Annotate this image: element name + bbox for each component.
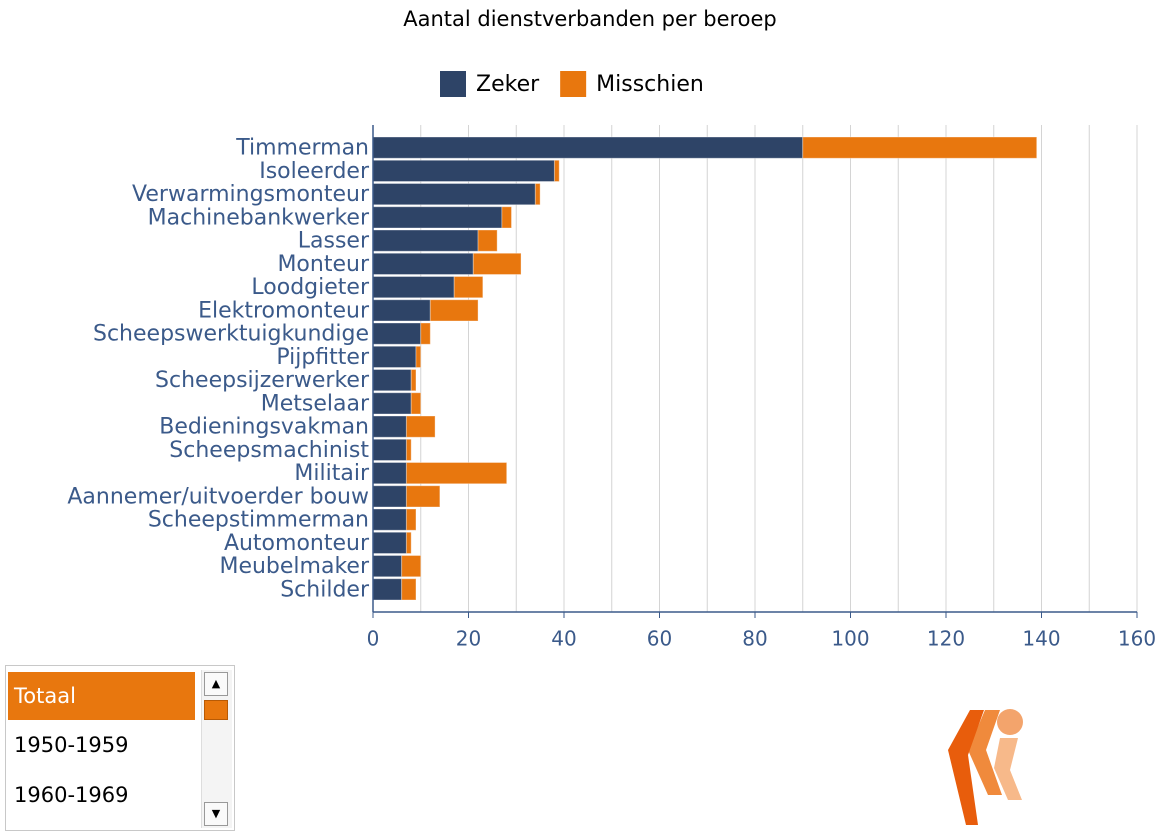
bar (372, 578, 403, 601)
bar (405, 462, 508, 485)
bar (372, 276, 455, 299)
bar (372, 183, 536, 206)
scroll-down[interactable]: ▼ (204, 802, 228, 826)
x-tick-label: 100 (831, 627, 869, 651)
y-tick-label: Scheepswerktuigkundige (93, 322, 369, 347)
y-tick-label: Aannemer/uitvoerder bouw (67, 484, 369, 509)
chart-title: Aantal dienstverbanden per beroep (403, 7, 777, 31)
bar (372, 485, 407, 508)
logo-shape (968, 710, 1002, 795)
y-tick-label: Lasser (298, 229, 370, 254)
y-tick-label: Bedieningsvakman (159, 415, 369, 440)
y-tick-label: Loodgieter (251, 275, 370, 300)
logo-shape (994, 738, 1022, 800)
bar (429, 299, 479, 322)
bar (453, 276, 484, 299)
bar (372, 462, 407, 485)
y-tick-label: Isoleerder (259, 159, 370, 184)
legend-swatch (560, 71, 587, 97)
y-tick-label: Timmerman (235, 136, 369, 161)
x-tick-label: 40 (551, 627, 576, 651)
bar (553, 159, 560, 182)
bar (372, 206, 503, 229)
bar (477, 229, 498, 252)
bar (410, 369, 417, 392)
y-tick-label: Militair (294, 461, 370, 486)
scroll-thumb[interactable] (204, 700, 228, 720)
bar (372, 252, 474, 275)
bar (372, 322, 422, 345)
bar (372, 438, 407, 461)
y-tick-label: Scheepsijzerwerker (155, 368, 370, 393)
y-tick-label: Verwarmingsmonteur (132, 182, 370, 207)
y-tick-label: Meubelmaker (219, 554, 369, 579)
x-tick-label: 160 (1118, 627, 1156, 651)
bar (415, 345, 422, 368)
bar (372, 508, 407, 531)
bar (405, 531, 412, 554)
bar (410, 392, 422, 415)
legend-label: Zeker (476, 72, 540, 97)
bar (372, 299, 431, 322)
x-tick-label: 140 (1022, 627, 1060, 651)
list-item[interactable]: 1950-1959 (14, 733, 129, 757)
bar (372, 392, 412, 415)
bar (372, 345, 417, 368)
list-item[interactable]: Totaal (8, 672, 195, 720)
scroll-up[interactable]: ▲ (204, 672, 228, 696)
bar (372, 159, 555, 182)
bar (372, 136, 804, 159)
bar (372, 415, 407, 438)
logo-head (997, 709, 1023, 735)
bar (401, 555, 422, 578)
y-tick-label: Monteur (277, 252, 369, 277)
bar (420, 322, 431, 345)
logo-shape (948, 710, 984, 825)
bar (372, 531, 407, 554)
y-tick-label: Metselaar (261, 391, 370, 416)
scrollbar[interactable]: ▲ ▼ (201, 670, 232, 828)
bar (372, 369, 412, 392)
bar (534, 183, 541, 206)
chart: Aantal dienstverbanden per beroep Zeker M… (67, 7, 1156, 651)
x-tick-label: 0 (367, 627, 380, 651)
x-tick-label: 80 (742, 627, 767, 651)
y-tick-label: Elektromonteur (198, 298, 370, 323)
bar (405, 415, 436, 438)
bar (472, 252, 522, 275)
listbox[interactable]: Totaal 1950-1959 1960-1969 ▲ ▼ (5, 665, 235, 831)
bar (802, 136, 1038, 159)
bar (372, 555, 403, 578)
y-tick-label: Scheepstimmerman (148, 508, 369, 533)
x-tick-label: 60 (647, 627, 672, 651)
x-tick-label: 20 (456, 627, 481, 651)
y-tick-label: Schilder (280, 577, 370, 602)
bar (405, 485, 441, 508)
logo (948, 709, 1023, 825)
bar (372, 229, 479, 252)
bar (501, 206, 512, 229)
y-tick-label: Scheepsmachinist (169, 438, 369, 463)
y-tick-label: Automonteur (224, 531, 370, 556)
bar (405, 438, 412, 461)
legend-swatch (440, 71, 466, 97)
x-tick-label: 120 (927, 627, 965, 651)
y-tick-label: Machinebankwerker (148, 205, 370, 230)
bar (401, 578, 417, 601)
y-tick-label: Pijpfitter (276, 345, 370, 370)
list-item[interactable]: 1960-1969 (14, 783, 129, 807)
legend-label: Misschien (596, 72, 704, 97)
bar (405, 508, 417, 531)
